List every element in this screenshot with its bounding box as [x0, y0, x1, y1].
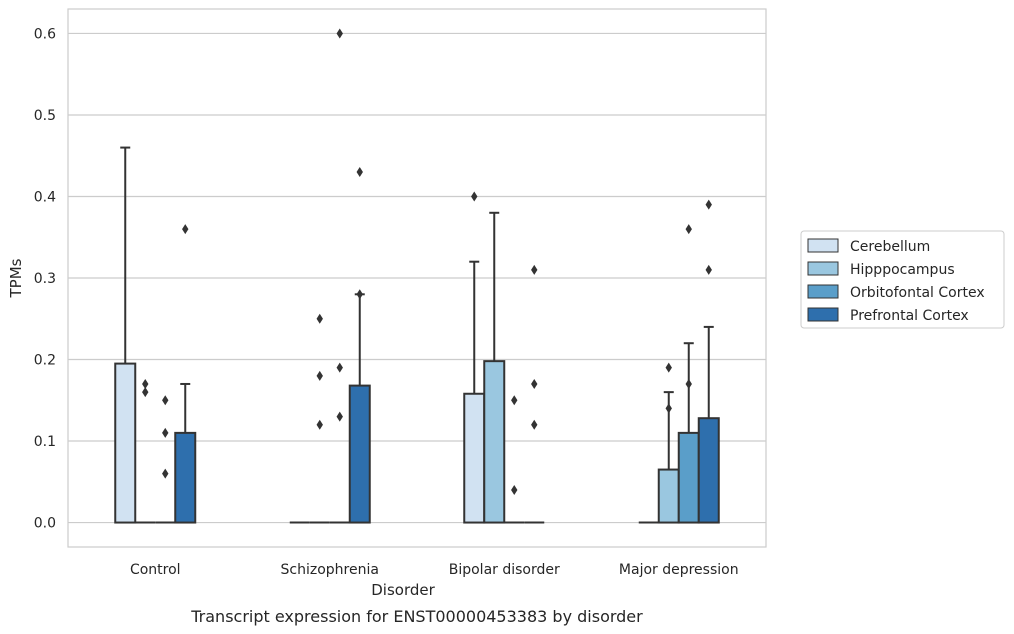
outlier-point — [162, 468, 169, 479]
outlier-point — [316, 313, 323, 324]
bar — [348, 384, 371, 524]
x-tick-label: Control — [130, 562, 181, 578]
outlier-point — [705, 264, 712, 275]
outlier-point — [665, 403, 672, 414]
outlier-point — [162, 427, 169, 438]
outlier-point — [336, 28, 343, 39]
outlier-point — [685, 224, 692, 235]
y-tick-label: 0.5 — [34, 108, 56, 124]
y-tick-label: 0.4 — [34, 189, 56, 205]
outlier-point — [705, 199, 712, 210]
outlier-point — [531, 378, 538, 389]
outlier-point — [356, 289, 363, 300]
outlier-point — [162, 395, 169, 406]
legend-swatch — [807, 284, 839, 299]
outlier-point — [511, 395, 518, 406]
bar — [677, 431, 700, 524]
y-tick-labels: 0.0 0.1 0.2 0.3 0.4 0.5 0.6 — [34, 26, 56, 531]
outlier-point — [356, 167, 363, 178]
x-tick-label: Schizophrenia — [281, 562, 379, 578]
y-tick-label: 0.6 — [34, 26, 56, 42]
bar — [463, 392, 486, 524]
bar — [174, 431, 197, 524]
y-tick-label: 0.1 — [34, 434, 56, 450]
y-axis-title: TPMs — [7, 258, 25, 298]
outlier-point — [471, 191, 478, 202]
outlier-point — [685, 378, 692, 389]
outlier-point — [316, 419, 323, 430]
legend-label: Prefrontal Cortex — [850, 308, 969, 324]
outlier-point — [531, 419, 538, 430]
legend-frame — [800, 230, 1005, 329]
outlier-point — [336, 362, 343, 373]
outlier-point — [182, 224, 189, 235]
y-tick-label: 0.0 — [34, 516, 56, 532]
legend-label: Cerebellum — [850, 239, 930, 255]
legend-swatch — [807, 261, 839, 276]
legend-label: Orbitofontal Cortex — [850, 285, 985, 301]
legend-swatch — [807, 238, 839, 253]
outlier-point — [531, 264, 538, 275]
outlier-point — [142, 378, 149, 389]
plot-frame — [67, 8, 767, 548]
outlier-point — [316, 370, 323, 381]
legend-label: Hipppocampus — [850, 262, 955, 278]
y-tick-label: 0.3 — [34, 271, 56, 287]
bars — [114, 146, 720, 524]
y-tick-label: 0.2 — [34, 353, 56, 369]
bar — [114, 362, 137, 524]
outlier-point — [665, 362, 672, 373]
chart-caption: Transcript expression for ENST0000045338… — [190, 607, 643, 626]
outliers — [142, 28, 712, 495]
bar — [697, 417, 720, 524]
x-tick-labels: Control Schizophrenia Bipolar disorder Majo… — [130, 562, 739, 578]
x-tick-label: Bipolar disorder — [449, 562, 560, 578]
legend: Cerebellum Hipppocampus Orbitofontal Corte… — [800, 230, 1005, 329]
x-axis-title: Disorder — [371, 581, 435, 599]
outlier-point — [142, 387, 149, 398]
outlier-point — [511, 484, 518, 495]
bar — [657, 468, 680, 524]
x-tick-label: Major depression — [619, 562, 739, 578]
outlier-point — [336, 411, 343, 422]
legend-swatch — [807, 307, 839, 322]
bar — [483, 360, 506, 524]
